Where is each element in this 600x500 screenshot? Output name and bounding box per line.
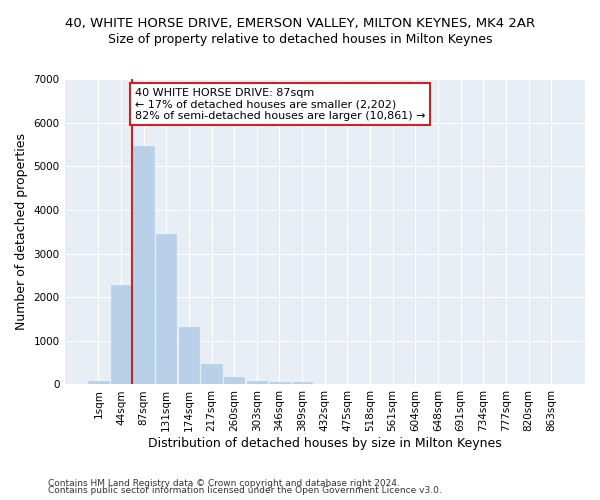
Bar — [88, 381, 109, 384]
Bar — [292, 382, 313, 384]
Text: Contains HM Land Registry data © Crown copyright and database right 2024.: Contains HM Land Registry data © Crown c… — [48, 478, 400, 488]
Bar — [247, 380, 267, 384]
Bar — [111, 285, 131, 384]
Text: 40, WHITE HORSE DRIVE, EMERSON VALLEY, MILTON KEYNES, MK4 2AR: 40, WHITE HORSE DRIVE, EMERSON VALLEY, M… — [65, 18, 535, 30]
Bar — [156, 234, 176, 384]
Text: Contains public sector information licensed under the Open Government Licence v3: Contains public sector information licen… — [48, 486, 442, 495]
Y-axis label: Number of detached properties: Number of detached properties — [15, 133, 28, 330]
Bar — [179, 328, 199, 384]
Text: Size of property relative to detached houses in Milton Keynes: Size of property relative to detached ho… — [108, 32, 492, 46]
X-axis label: Distribution of detached houses by size in Milton Keynes: Distribution of detached houses by size … — [148, 437, 502, 450]
Text: 40 WHITE HORSE DRIVE: 87sqm
← 17% of detached houses are smaller (2,202)
82% of : 40 WHITE HORSE DRIVE: 87sqm ← 17% of det… — [134, 88, 425, 121]
Bar — [269, 382, 290, 384]
Bar — [133, 146, 154, 384]
Bar — [224, 378, 244, 384]
Bar — [202, 364, 222, 384]
